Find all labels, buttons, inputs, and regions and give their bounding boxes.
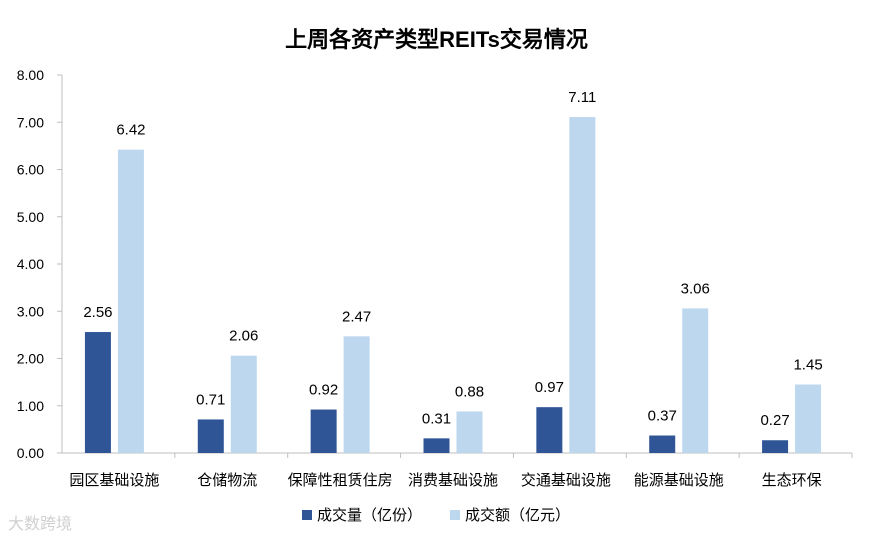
data-label: 7.11	[568, 89, 596, 106]
bar-volume	[423, 438, 450, 453]
data-label: 2.47	[342, 308, 371, 325]
bar-amount	[230, 355, 257, 453]
category-label: 仓储物流	[197, 472, 257, 489]
data-label: 0.27	[760, 412, 789, 429]
bar-volume	[84, 332, 111, 453]
bar-amount	[343, 336, 370, 453]
bar-volume	[310, 409, 337, 453]
y-tick-label: 2.00	[17, 351, 44, 367]
data-label: 0.97	[535, 379, 564, 396]
category-label: 保障性租赁住房	[288, 471, 393, 489]
category-label: 生态环保	[762, 472, 822, 489]
y-tick-label: 0.00	[17, 445, 44, 461]
bar-amount	[795, 384, 822, 453]
bar-amount	[682, 308, 709, 453]
data-label: 2.06	[229, 328, 258, 345]
legend-label: 成交额（亿元）	[465, 506, 570, 524]
bar-volume	[762, 440, 789, 453]
data-label: 0.92	[309, 382, 338, 399]
category-label: 消费基础设施	[408, 472, 498, 489]
legend-label: 成交量（亿份）	[317, 506, 422, 524]
data-label: 0.31	[422, 410, 451, 427]
category-labels: 园区基础设施 仓储物流 保障性租赁住房 消费基础设施 交通基础设施 能源基础设施 生态环保	[69, 453, 853, 489]
legend-swatch	[302, 510, 312, 520]
category-label: 能源基础设施	[634, 472, 724, 489]
y-tick-label: 6.00	[17, 162, 44, 178]
category-label: 交通基础设施	[521, 471, 611, 489]
bar-volume	[197, 419, 224, 453]
data-label: 0.37	[648, 408, 677, 425]
data-label: 2.56	[83, 304, 112, 321]
watermark: 大数跨境	[8, 514, 73, 533]
bar-amount	[117, 149, 144, 453]
bars	[84, 117, 822, 454]
data-labels: 2.56 6.42 0.71 2.06 0.92 2.47 0.310.88 0.97 7.11…	[83, 89, 822, 429]
y-tick-label: 3.00	[17, 303, 44, 319]
data-label: 0.88	[455, 383, 484, 400]
bar-amount	[456, 411, 483, 453]
legend: 成交量（亿份） 成交额（亿元）	[302, 506, 570, 524]
bar-volume	[649, 435, 676, 453]
y-tick-label: 1.00	[17, 398, 44, 414]
data-label: 0.71	[196, 391, 225, 408]
chart-title: 上周各资产类型REITs交易情况	[285, 27, 588, 52]
y-tick-label: 8.00	[17, 67, 44, 83]
y-tick-label: 7.00	[17, 114, 44, 130]
bar-volume	[536, 407, 563, 453]
data-label: 6.42	[116, 122, 145, 139]
bar-amount	[569, 117, 596, 454]
y-tick-label: 5.00	[17, 209, 44, 225]
data-label: 1.45	[793, 356, 822, 373]
category-label: 园区基础设施	[69, 472, 159, 489]
y-tick-label: 4.00	[17, 256, 44, 272]
y-axis-ticks: 0.00 1.00 2.00 3.00 4.00 5.00 6.00 7.00 8.00	[17, 67, 62, 461]
data-label: 3.06	[681, 280, 710, 297]
legend-swatch	[450, 510, 460, 520]
